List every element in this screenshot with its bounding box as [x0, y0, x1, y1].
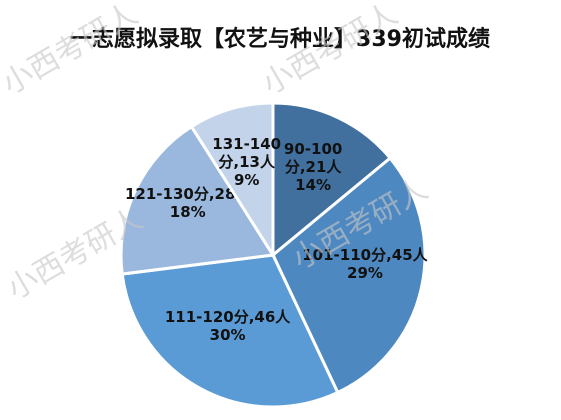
- pie: 90-100分,21人14%101-110分,45人29%111-120分,46…: [119, 101, 430, 409]
- chart-title: 一志愿拟录取【农艺与种业】339初试成绩: [70, 26, 490, 52]
- category-label: 90-100分,21人: [283, 139, 343, 176]
- label-box: 101-110分,45人 29%: [300, 246, 430, 282]
- pie-slice: [271, 101, 393, 259]
- value-label: 14%: [295, 175, 332, 194]
- category-label: 101-110分,45人: [302, 245, 428, 264]
- label-box: 121-130分,28人 18%: [123, 185, 253, 221]
- pie-slice: [189, 101, 275, 261]
- value-label: 18%: [169, 202, 206, 221]
- label-box: 90-100分,21人 14%: [268, 140, 358, 194]
- category-label: 111-120分,46人: [164, 307, 291, 326]
- category-label: 131-140分,13人: [212, 134, 282, 171]
- category-label: 121-130分,28人: [125, 184, 251, 203]
- value-label: 30%: [209, 325, 246, 344]
- pie-slice: [119, 124, 276, 276]
- label-box: 131-140分,13人 9%: [207, 135, 287, 189]
- value-label: 9%: [233, 170, 260, 189]
- pie-slice: [120, 253, 340, 409]
- label-box: 111-120分,46人 30%: [163, 308, 293, 344]
- value-label: 29%: [347, 263, 383, 282]
